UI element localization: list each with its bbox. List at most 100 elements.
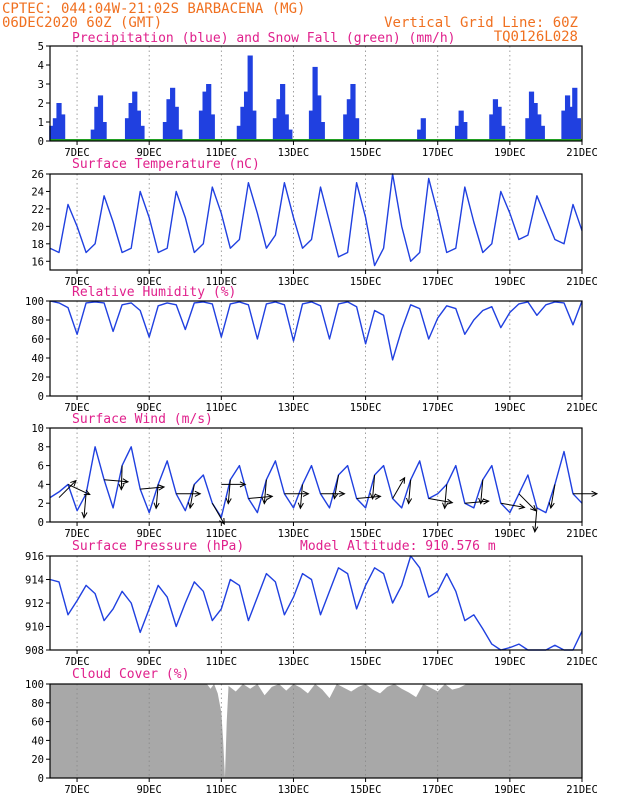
- header-run-time: 06DEC2020 60Z (GMT): [2, 15, 162, 31]
- cloud-title: Cloud Cover (%): [72, 667, 189, 682]
- wind-arrow: [442, 484, 449, 510]
- wind-arrow-head: [194, 490, 202, 497]
- y-tick-label: 908: [25, 645, 44, 657]
- x-date-label: 11DEC: [206, 784, 238, 796]
- y-tick-label: 3: [38, 79, 44, 91]
- y-tick-label: 80: [31, 315, 44, 327]
- y-tick-label: 100: [25, 296, 44, 308]
- x-date-label: 11DEC: [206, 147, 238, 159]
- x-date-label: 19DEC: [494, 528, 526, 540]
- y-tick-label: 20: [31, 754, 44, 766]
- wind-arrow: [118, 465, 125, 491]
- wind-arrow-head: [225, 497, 232, 505]
- panel-frame: [49, 683, 583, 779]
- wind-arrow-shaft: [211, 502, 225, 525]
- precip-title: Precipitation (blue) and Snow Fall (gree…: [72, 31, 456, 46]
- precip-bar: [417, 129, 423, 141]
- wind-arrow-head: [548, 502, 555, 510]
- y-tick-label: 20: [31, 372, 44, 384]
- x-date-label: 17DEC: [422, 784, 454, 796]
- x-date-label: 21DEC: [566, 402, 598, 414]
- wind-arrow: [464, 498, 490, 505]
- x-date-label: 19DEC: [494, 402, 526, 414]
- wind-arrow-head: [399, 476, 406, 484]
- header-location: CPTEC: 044:04W-21:02S BARBACENA (MG): [2, 1, 305, 17]
- precip-bar: [206, 84, 212, 141]
- x-date-label: 19DEC: [494, 276, 526, 288]
- precip-bar: [308, 110, 315, 141]
- wind-arrow-shaft: [500, 502, 525, 508]
- precip-bar: [247, 55, 253, 141]
- x-date-label: 7DEC: [64, 402, 89, 414]
- precip-bar: [60, 114, 66, 141]
- precip-bar: [525, 118, 531, 141]
- wind-arrow: [225, 479, 232, 505]
- wind-arrow-head: [261, 497, 268, 505]
- precip-bar: [97, 95, 104, 141]
- precip-bar: [532, 103, 538, 141]
- y-tick-label: 40: [31, 735, 44, 747]
- y-tick-label: 26: [31, 169, 44, 181]
- wind-arrow-shaft: [464, 500, 489, 504]
- precip-bar: [124, 118, 131, 141]
- panel-frame: [49, 300, 583, 397]
- panel-frame: [49, 555, 583, 651]
- y-tick-label: 4: [38, 60, 44, 72]
- wind-arrow-shaft: [227, 479, 231, 504]
- precip-bar: [572, 87, 578, 141]
- precip-bar: [49, 125, 55, 141]
- wind-arrow: [500, 502, 526, 510]
- precip-bar: [209, 114, 215, 141]
- precip-bar: [173, 106, 179, 141]
- wind-arrow-head: [532, 526, 539, 533]
- wind-arrow: [153, 484, 160, 510]
- y-tick-label: 18: [31, 239, 44, 251]
- precip-bar: [575, 118, 581, 141]
- wind-arrow-head: [118, 483, 125, 491]
- precip-bar: [236, 125, 242, 141]
- x-date-label: 9DEC: [137, 402, 162, 414]
- precip-bar: [287, 129, 293, 141]
- precip-bar: [343, 114, 349, 141]
- precip-bar: [135, 110, 141, 141]
- x-date-label: 21DEC: [566, 147, 598, 159]
- precip-bar: [251, 110, 257, 141]
- precip-bar: [243, 91, 250, 141]
- precip-bar: [94, 106, 100, 141]
- header-model-id: TQ0126L028: [494, 29, 578, 45]
- precip-bar: [564, 95, 571, 141]
- wind-arrow-shaft: [534, 507, 538, 532]
- wind-arrow: [248, 493, 274, 500]
- precip-bar: [52, 118, 59, 141]
- wind-title: Surface Wind (m/s): [72, 412, 213, 427]
- x-date-label: 11DEC: [206, 276, 238, 288]
- precip-bar: [500, 125, 506, 141]
- x-date-label: 17DEC: [422, 402, 454, 414]
- header-grid-line: Vertical Grid Line: 60Z: [384, 15, 578, 31]
- precip-bar: [454, 125, 461, 141]
- y-tick-label: 0: [38, 517, 44, 529]
- wind-arrow-shaft: [120, 465, 123, 490]
- precip-bar: [536, 114, 542, 141]
- wind-arrow-head: [482, 498, 490, 505]
- x-date-label: 7DEC: [64, 528, 89, 540]
- wind-arrow-head: [332, 492, 339, 500]
- pressure-title: Surface Pressure (hPa): [72, 539, 244, 554]
- wind-arrow-head: [478, 497, 485, 505]
- x-date-label: 9DEC: [137, 784, 162, 796]
- wind-arrow: [518, 493, 537, 512]
- x-date-label: 13DEC: [278, 402, 310, 414]
- precip-bar: [492, 99, 499, 141]
- x-date-label: 9DEC: [137, 528, 162, 540]
- wind-arrow-head: [518, 503, 526, 510]
- wind-arrow: [297, 484, 304, 510]
- precip-bar: [272, 118, 279, 141]
- wind-arrow-head: [122, 478, 130, 485]
- x-date-label: 15DEC: [350, 402, 382, 414]
- wind-arrow-shaft: [263, 479, 267, 504]
- wind-arrow-shaft: [67, 483, 90, 495]
- precip-bar: [101, 122, 107, 141]
- wind-arrow: [572, 490, 599, 497]
- panel-frame: [49, 45, 583, 142]
- x-date-label: 9DEC: [137, 656, 162, 668]
